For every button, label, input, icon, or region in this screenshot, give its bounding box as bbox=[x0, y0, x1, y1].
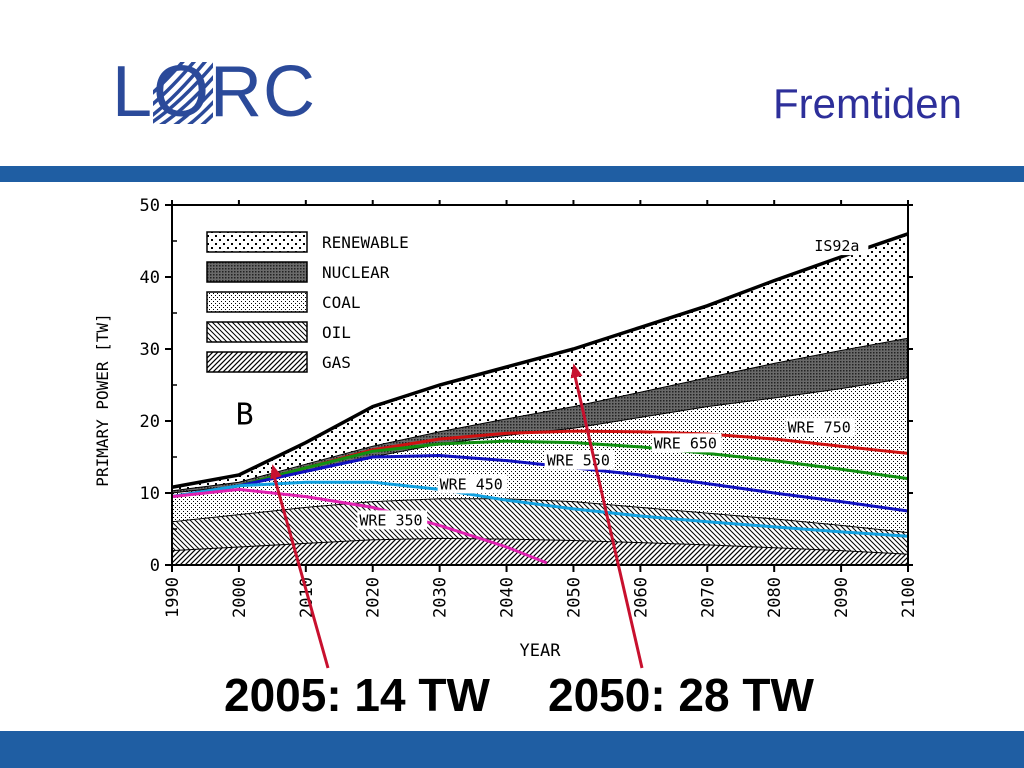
label-is92a: IS92a bbox=[814, 237, 859, 255]
line-wre-550 bbox=[171, 454, 909, 513]
y-tick-label-10: 10 bbox=[140, 484, 160, 504]
label-bg-wre-350 bbox=[357, 510, 428, 530]
chart-legend: RENEWABLE NUCLEAR COAL OIL GAS bbox=[206, 231, 409, 373]
legend-label-gas: GAS bbox=[322, 353, 351, 372]
line-wre-350 bbox=[171, 487, 548, 565]
arrow-line-2005 bbox=[270, 469, 330, 669]
legend-label-nuclear: NUCLEAR bbox=[322, 263, 390, 282]
caption-2050: 2050: 28 TW bbox=[548, 669, 814, 721]
x-tick-label-2070: 2070 bbox=[698, 577, 718, 618]
label-wre-350: WRE 350 bbox=[359, 511, 422, 529]
x-tick-label-2040: 2040 bbox=[498, 577, 518, 618]
y-tick-label-40: 40 bbox=[140, 268, 160, 288]
y-tick-label-30: 30 bbox=[140, 340, 160, 360]
x-tick-label-2060: 2060 bbox=[631, 577, 651, 618]
lorc-logo-mark bbox=[153, 62, 213, 124]
y-axis-label: PRIMARY POWER [TW] bbox=[93, 313, 112, 486]
annotation-arrows bbox=[270, 363, 644, 669]
arrow-head-2005 bbox=[270, 464, 282, 480]
x-tick-label-2080: 2080 bbox=[765, 577, 785, 618]
x-tick-label-2100: 2100 bbox=[899, 577, 919, 618]
area-gas bbox=[171, 537, 909, 566]
x-tick-label-2000: 2000 bbox=[230, 577, 250, 618]
stacked-areas bbox=[171, 232, 909, 566]
label-wre-650: WRE 650 bbox=[654, 434, 717, 452]
wre-scenario-lines bbox=[171, 429, 909, 565]
label-bg-is92a bbox=[812, 236, 869, 256]
label-wre-750: WRE 750 bbox=[788, 419, 851, 437]
x-axis-label: YEAR bbox=[520, 641, 562, 661]
y-tick-label-50: 50 bbox=[140, 196, 160, 216]
legend-swatch-coal bbox=[206, 291, 308, 313]
energy-scenario-chart: 0102030405019902000201020202030204020502… bbox=[93, 196, 919, 669]
header-divider-band bbox=[0, 166, 1024, 182]
logo-wordmark: LORC bbox=[112, 52, 317, 132]
y-tick-label-20: 20 bbox=[140, 412, 160, 432]
legend-label-coal: COAL bbox=[322, 293, 361, 312]
chart-axes: 0102030405019902000201020202030204020502… bbox=[93, 196, 919, 661]
page-title: Fremtiden bbox=[772, 80, 962, 127]
label-bg-wre-450 bbox=[437, 474, 508, 494]
x-tick-label-2030: 2030 bbox=[431, 577, 451, 618]
legend-swatch-oil bbox=[206, 321, 308, 343]
legend-swatch-gas bbox=[206, 351, 308, 373]
footer-band bbox=[0, 731, 1024, 768]
x-tick-label-2050: 2050 bbox=[564, 577, 584, 618]
line-wre-650 bbox=[171, 439, 909, 499]
label-wre-550: WRE 550 bbox=[547, 452, 610, 470]
legend-label-oil: OIL bbox=[322, 323, 351, 342]
y-tick-label-0: 0 bbox=[150, 556, 160, 576]
legend-label-renewable: RENEWABLE bbox=[322, 233, 409, 252]
x-tick-label-1990: 1990 bbox=[163, 577, 183, 618]
x-tick-label-2020: 2020 bbox=[364, 577, 384, 618]
legend-swatch-nuclear bbox=[206, 261, 308, 283]
label-bg-wre-750 bbox=[785, 417, 856, 437]
arrow-line-2050 bbox=[571, 369, 644, 669]
label-bg-wre-550 bbox=[544, 450, 615, 470]
panel-label: B bbox=[236, 398, 254, 433]
caption-2005: 2005: 14 TW bbox=[224, 669, 490, 721]
legend-swatch-renewable bbox=[206, 231, 308, 253]
line-wre-450 bbox=[171, 480, 909, 538]
label-bg-wre-650 bbox=[651, 433, 722, 453]
label-wre-450: WRE 450 bbox=[440, 475, 503, 493]
is92a-line bbox=[171, 232, 909, 489]
arrow-head-2050 bbox=[570, 363, 583, 379]
chart-labels: WRE 750 WRE 650 WRE 550 WRE 450 WRE 350 IS92a… bbox=[236, 236, 869, 530]
x-tick-label-2090: 2090 bbox=[832, 577, 852, 618]
